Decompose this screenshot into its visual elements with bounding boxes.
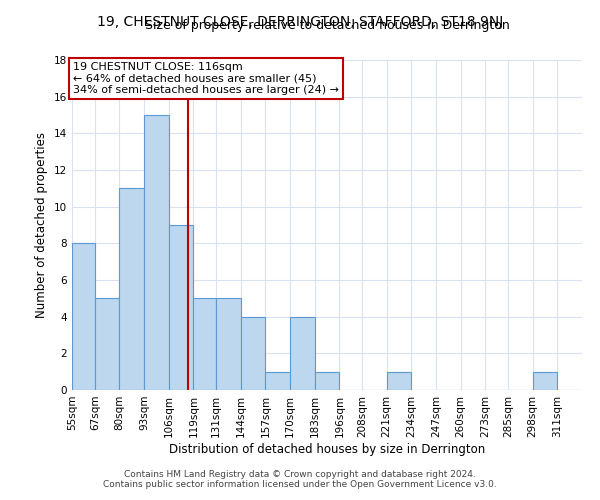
Title: Size of property relative to detached houses in Derrington: Size of property relative to detached ho…	[145, 20, 509, 32]
Bar	[193, 298, 216, 390]
Text: 19, CHESTNUT CLOSE, DERRINGTON, STAFFORD, ST18 9NJ: 19, CHESTNUT CLOSE, DERRINGTON, STAFFORD…	[97, 15, 503, 29]
Bar	[387, 372, 412, 390]
Text: Contains HM Land Registry data © Crown copyright and database right 2024.
Contai: Contains HM Land Registry data © Crown c…	[103, 470, 497, 489]
Bar	[533, 372, 557, 390]
Bar	[72, 244, 95, 390]
Y-axis label: Number of detached properties: Number of detached properties	[35, 132, 49, 318]
Bar	[290, 316, 314, 390]
Bar	[144, 115, 169, 390]
Bar	[95, 298, 119, 390]
Text: 19 CHESTNUT CLOSE: 116sqm
← 64% of detached houses are smaller (45)
34% of semi-: 19 CHESTNUT CLOSE: 116sqm ← 64% of detac…	[73, 62, 339, 95]
Bar	[241, 316, 265, 390]
Bar	[169, 225, 193, 390]
Bar	[216, 298, 241, 390]
Bar	[119, 188, 144, 390]
Bar	[265, 372, 290, 390]
X-axis label: Distribution of detached houses by size in Derrington: Distribution of detached houses by size …	[169, 442, 485, 456]
Bar	[314, 372, 340, 390]
